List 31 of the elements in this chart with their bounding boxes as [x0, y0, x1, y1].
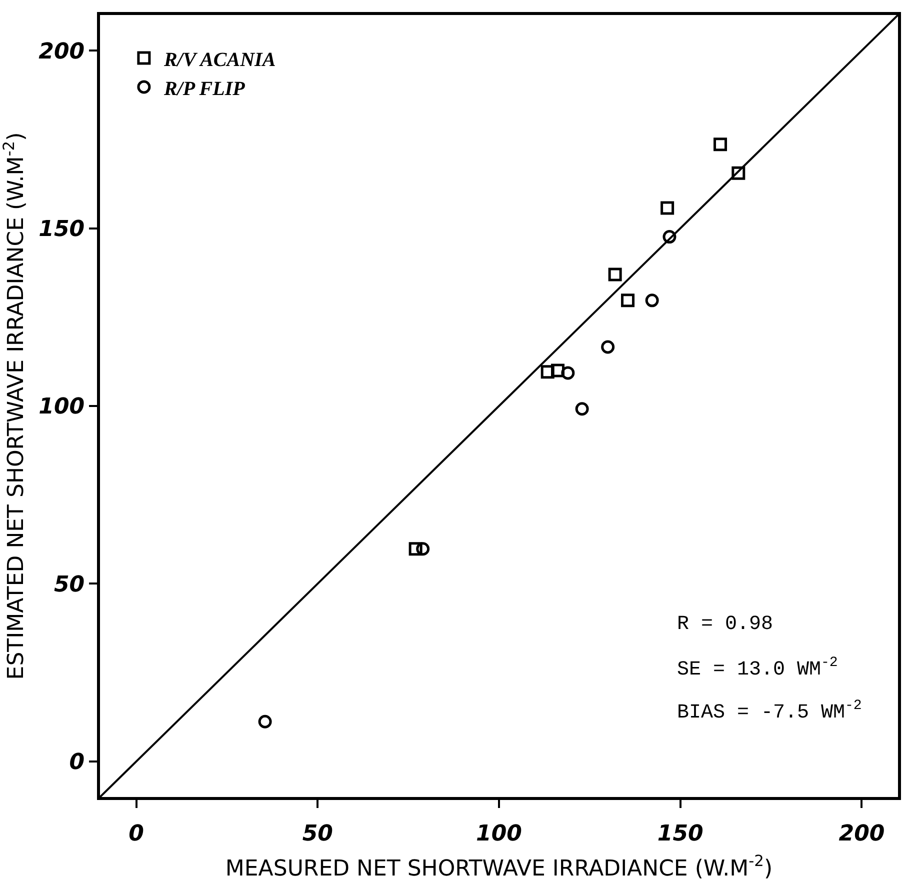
point	[645, 294, 659, 308]
point	[714, 138, 728, 152]
legend-label: R/V ACANIA	[162, 48, 276, 71]
point	[575, 402, 589, 416]
point	[408, 542, 422, 556]
legend-label: R/P FLIP	[162, 78, 246, 100]
point	[416, 542, 430, 556]
point	[561, 366, 575, 380]
x-tick-label: 50	[302, 821, 333, 846]
x-tick-label: 150	[657, 821, 704, 846]
point	[601, 340, 615, 354]
point	[662, 230, 676, 244]
x-tick-label: 0	[128, 821, 144, 846]
x-tick-label: 100	[476, 821, 522, 846]
y-tick-label: 150	[38, 216, 85, 242]
point	[608, 268, 622, 282]
point	[732, 166, 746, 180]
annotation: BIAS = -7.5 WM$^{-2}$	[677, 698, 862, 724]
annotation: SE = 13.0 WM$^{-2}$	[677, 655, 838, 682]
x-axis-title: MEASURED NET SHORTWAVE IRRADIANCE (W.M$^{-2}$)	[225, 852, 773, 882]
point	[258, 714, 272, 728]
point	[551, 364, 565, 378]
y-tick-label: 200	[38, 39, 85, 64]
point	[621, 294, 635, 308]
point	[660, 201, 674, 215]
y-tick-label: 100	[38, 394, 85, 420]
annotation: R = 0.98	[677, 613, 774, 636]
point	[540, 365, 554, 379]
y-tick-label: 50	[54, 572, 85, 598]
x-tick-label: 200	[838, 821, 885, 846]
y-tick-label: 0	[69, 750, 85, 776]
